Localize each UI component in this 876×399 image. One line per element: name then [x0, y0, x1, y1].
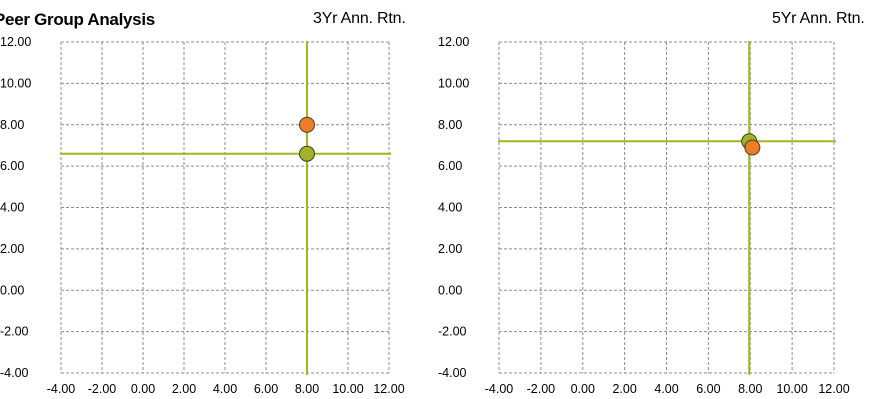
data-point[interactable] — [744, 139, 761, 156]
y-tick-label: -4.00 — [438, 366, 467, 380]
y-tick-label: 4.00 — [438, 201, 462, 215]
y-tick-label: 2.00 — [0, 242, 24, 256]
x-tick-label: 8.00 — [738, 382, 762, 396]
y-tick-label: -2.00 — [0, 325, 29, 339]
y-tick-label: 12.00 — [0, 35, 31, 49]
x-tick-label: 12.00 — [373, 382, 404, 396]
x-tick-label: 6.00 — [696, 382, 720, 396]
scatter-chart-3yr: 12.00 10.00 8.00 6.00 4.00 2.00 0.00 -2.00 -4.00… — [0, 35, 405, 396]
y-tick-label: 2.00 — [438, 242, 462, 256]
y-tick-label: 10.00 — [0, 76, 31, 90]
x-tick-label: 0.00 — [131, 382, 155, 396]
y-tick-label: 8.00 — [0, 118, 24, 132]
page-title: Peer Group Analysis — [0, 10, 155, 29]
y-tick-label: 0.00 — [438, 283, 462, 297]
x-tick-label: 2.00 — [612, 382, 636, 396]
y-tick-label: 12.00 — [438, 35, 469, 49]
y-tick-label: -2.00 — [438, 325, 467, 339]
x-tick-label: -4.00 — [485, 382, 514, 396]
y-tick-label: 10.00 — [438, 76, 469, 90]
x-tick-label: 10.00 — [776, 382, 807, 396]
x-tick-label: -2.00 — [527, 382, 556, 396]
x-tick-label: 4.00 — [213, 382, 237, 396]
x-tick-label: 8.00 — [295, 382, 319, 396]
x-tick-label: 6.00 — [254, 382, 278, 396]
x-tick-label: 2.00 — [172, 382, 196, 396]
data-point[interactable] — [299, 116, 315, 133]
x-tick-label: -2.00 — [88, 382, 117, 396]
chart-title-3yr: 3Yr Ann. Rtn. — [313, 10, 406, 27]
scatter-chart-5yr: 12.00 10.00 8.00 6.00 4.00 2.00 0.00 -2.00 -4.00… — [438, 35, 850, 396]
x-tick-label: 12.00 — [818, 382, 849, 396]
chart-title-5yr: 5Yr Ann. Rtn. — [772, 10, 865, 27]
y-tick-label: -4.00 — [0, 366, 29, 380]
x-tick-label: -4.00 — [47, 382, 76, 396]
data-point[interactable] — [299, 145, 315, 162]
x-tick-label: 4.00 — [654, 382, 678, 396]
y-tick-label: 6.00 — [438, 159, 462, 173]
y-tick-label: 6.00 — [0, 159, 24, 173]
x-tick-label: 0.00 — [571, 382, 595, 396]
y-tick-label: 0.00 — [0, 283, 24, 297]
x-tick-label: 10.00 — [332, 382, 363, 396]
y-tick-label: 8.00 — [438, 118, 462, 132]
y-tick-label: 4.00 — [0, 201, 24, 215]
